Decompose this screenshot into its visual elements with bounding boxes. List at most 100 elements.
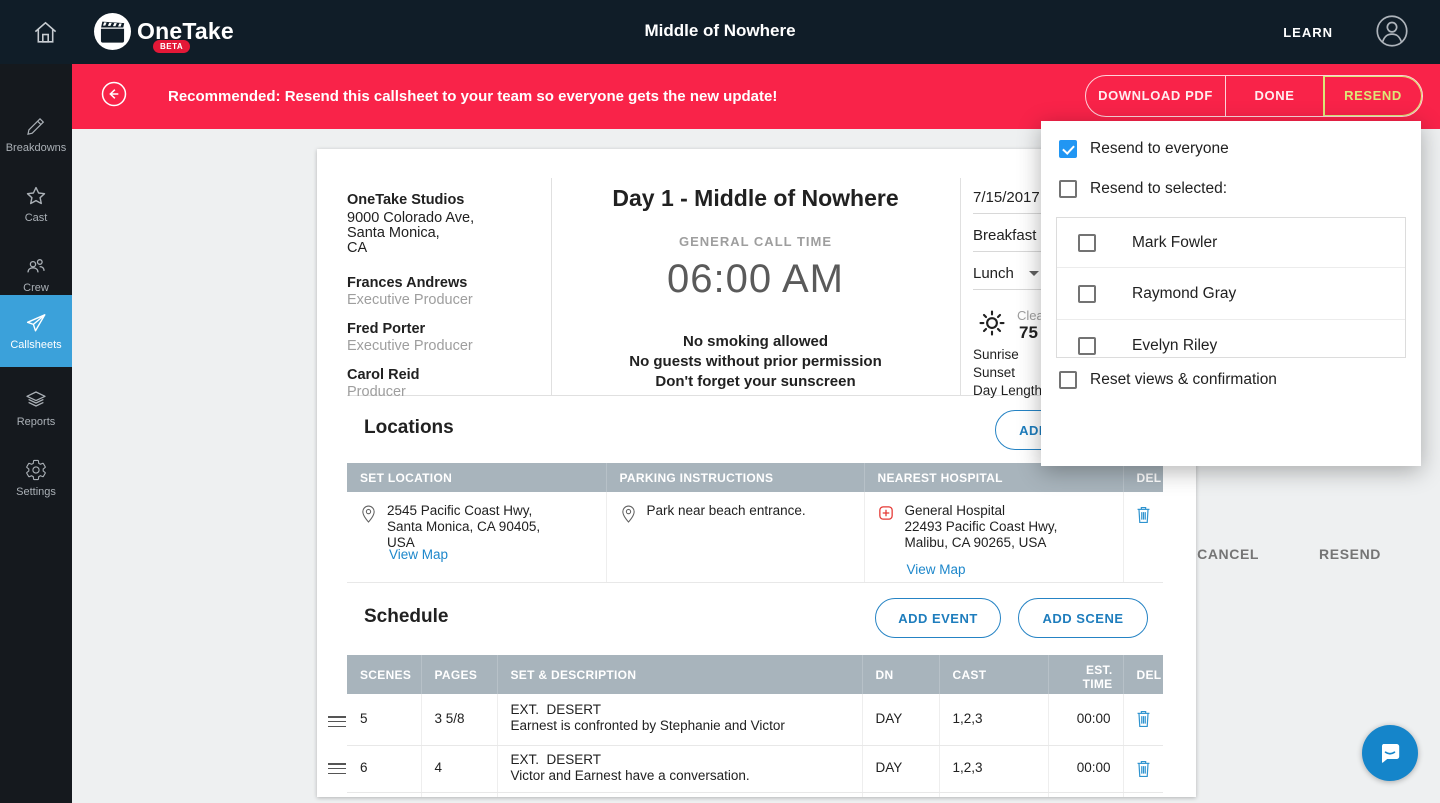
resend-everyone-option[interactable]: Resend to everyone: [1059, 140, 1229, 158]
onetake-logo[interactable]: OneTake BETA: [94, 13, 234, 53]
profile-avatar-icon[interactable]: [1375, 14, 1409, 48]
studio-info: OneTake Studios 9000 Colorado Ave, Santa…: [347, 193, 547, 400]
reset-views-checkbox[interactable]: [1059, 371, 1077, 389]
general-call-time-value[interactable]: 06:00 AM: [666, 257, 844, 301]
sidebar-item-reports[interactable]: Reports: [0, 377, 72, 439]
header-bottom-divider: [347, 395, 1163, 396]
note-line: No guests without prior permission: [629, 353, 882, 370]
weather-condition: Clear: [1017, 308, 1049, 323]
recipient-row[interactable]: Mark Fowler: [1057, 218, 1405, 268]
add-event-button[interactable]: ADD EVENT: [875, 598, 1001, 638]
delete-location-icon[interactable]: [1134, 504, 1153, 525]
sidebar-item-settings[interactable]: Settings: [0, 447, 72, 509]
breakdowns-pen-icon: [24, 114, 48, 138]
recipient-checkbox[interactable]: [1078, 284, 1096, 303]
locations-heading: Locations: [364, 417, 454, 438]
sidebar-item-label: Cast: [24, 212, 48, 224]
resend-selected-option[interactable]: Resend to selected:: [1059, 180, 1227, 198]
sun-icon: [977, 308, 1007, 338]
recipient-row[interactable]: Evelyn Riley: [1057, 320, 1405, 357]
schedule-heading: Schedule: [364, 606, 449, 627]
sunrise-label: Sunrise: [973, 347, 1019, 362]
producer-name: Frances Andrews: [347, 275, 468, 291]
schedule-col-header: DN: [861, 655, 939, 694]
popup-resend-button[interactable]: RESEND: [1319, 546, 1381, 562]
weather-temperature: 75: [1019, 323, 1038, 342]
reset-views-label: Reset views & confirmation: [1090, 371, 1277, 388]
map-pin-icon: [360, 503, 377, 524]
settings-gear-icon: [24, 458, 48, 482]
studio-address-line: 9000 Colorado Ave,: [347, 210, 475, 226]
weather-rows: Sunrise Sunset Day Length: [973, 346, 1042, 400]
schedule-col-header: SET & DESCRIPTION: [496, 655, 862, 694]
studio-address-line: CA: [347, 240, 368, 256]
view-map-link[interactable]: View Map: [389, 547, 449, 562]
sidebar-item-breakdowns[interactable]: Breakdowns: [0, 103, 72, 165]
dn-value: DAY: [861, 694, 939, 746]
header-divider: [551, 178, 552, 395]
back-arrow-icon[interactable]: [101, 81, 127, 107]
callsheet-right: 7/15/2017 Breakfast Lunch Clear 75 Sunri…: [973, 189, 1163, 398]
recipient-row[interactable]: Raymond Gray: [1057, 268, 1405, 320]
sidebar-item-label: Reports: [16, 416, 56, 428]
row-drag-handle[interactable]: [328, 763, 346, 774]
resend-everyone-checkbox[interactable]: [1059, 140, 1077, 158]
top-bar: OneTake BETA Middle of Nowhere LEARN: [0, 0, 1440, 64]
add-scene-button[interactable]: ADD SCENE: [1018, 598, 1148, 638]
logo-wordmark: OneTake: [137, 18, 234, 44]
clapperboard-icon: [94, 13, 131, 50]
locations-table: SET LOCATION PARKING INSTRUCTIONS NEARES…: [347, 463, 1163, 583]
set-location-address: 2545 Pacific Coast Hwy, Santa Monica, CA…: [387, 503, 541, 550]
delete-scene-icon[interactable]: [1134, 708, 1153, 729]
chat-widget-button[interactable]: [1362, 725, 1418, 781]
producer-entry: Carol Reid Producer: [347, 368, 547, 400]
cancel-button[interactable]: CANCEL: [1197, 546, 1260, 562]
schedule-row-partial: [347, 792, 1163, 797]
studio-address-line: Santa Monica,: [347, 225, 440, 241]
schedule-row: 6 4 EXT. DESERT Victor and Earnest have a…: [347, 745, 1163, 793]
parking-cell: Park near beach entrance.: [607, 492, 864, 582]
recipient-name: Mark Fowler: [1132, 233, 1218, 251]
resend-recommendation-banner: Recommended: Resend this callsheet to yo…: [72, 64, 1440, 129]
pages-value: 4: [420, 745, 497, 793]
done-button[interactable]: DONE: [1225, 76, 1323, 116]
resend-selected-checkbox[interactable]: [1059, 180, 1077, 198]
delete-scene-icon[interactable]: [1134, 758, 1153, 779]
locations-col-header: NEAREST HOSPITAL: [863, 463, 1123, 492]
day-length-label: Day Length: [973, 383, 1043, 398]
resend-button[interactable]: RESEND: [1323, 76, 1422, 116]
sidebar-item-callsheets[interactable]: Callsheets: [0, 295, 72, 367]
page-title: Middle of Nowhere: [644, 21, 796, 40]
resend-everyone-label: Resend to everyone: [1090, 140, 1229, 157]
locations-col-header: SET LOCATION: [347, 463, 606, 492]
meal-label: Lunch: [973, 265, 1014, 282]
scene-number: 5: [347, 694, 421, 746]
recipient-checkbox[interactable]: [1078, 233, 1096, 252]
download-pdf-button[interactable]: DOWNLOAD PDF: [1098, 88, 1213, 103]
sidebar-item-crew[interactable]: Crew: [0, 243, 72, 305]
reset-views-option[interactable]: Reset views & confirmation: [1059, 371, 1277, 389]
callsheets-paper-plane-icon: [24, 311, 48, 335]
sidebar-item-label: Crew: [23, 282, 49, 294]
schedule-col-header-est-time: EST. TIME: [1047, 655, 1123, 694]
banner-button-group: DOWNLOAD PDF DONE RESEND: [1085, 75, 1423, 117]
resend-popup: Resend to everyone Resend to selected: M…: [1041, 121, 1421, 562]
hospital-address: 22493 Pacific Coast Hwy, Malibu, CA 9026…: [904, 519, 1058, 550]
schedule-table: SCENES PAGES SET & DESCRIPTION DN CAST E…: [347, 655, 1163, 797]
learn-link[interactable]: LEARN: [1283, 25, 1333, 40]
home-icon[interactable]: [32, 19, 59, 46]
view-map-link[interactable]: View Map: [906, 562, 966, 577]
set-line: EXT. DESERT: [510, 751, 602, 767]
beta-badge: BETA: [153, 40, 191, 53]
schedule-col-header: PAGES: [420, 655, 497, 694]
producer-name: Carol Reid: [347, 367, 420, 383]
sidebar-item-cast[interactable]: Cast: [0, 173, 72, 235]
set-line: EXT. DESERT: [510, 702, 602, 717]
hospital-cell: General Hospital 22493 Pacific Coast Hwy…: [865, 492, 1123, 582]
meal-label: Breakfast: [973, 227, 1037, 244]
recipient-checkbox[interactable]: [1078, 336, 1096, 355]
row-drag-handle[interactable]: [328, 716, 346, 727]
sidebar-nav: Breakdowns Cast Crew Callsheets Reports: [0, 64, 72, 803]
producer-entry: Fred Porter Executive Producer: [347, 322, 547, 354]
